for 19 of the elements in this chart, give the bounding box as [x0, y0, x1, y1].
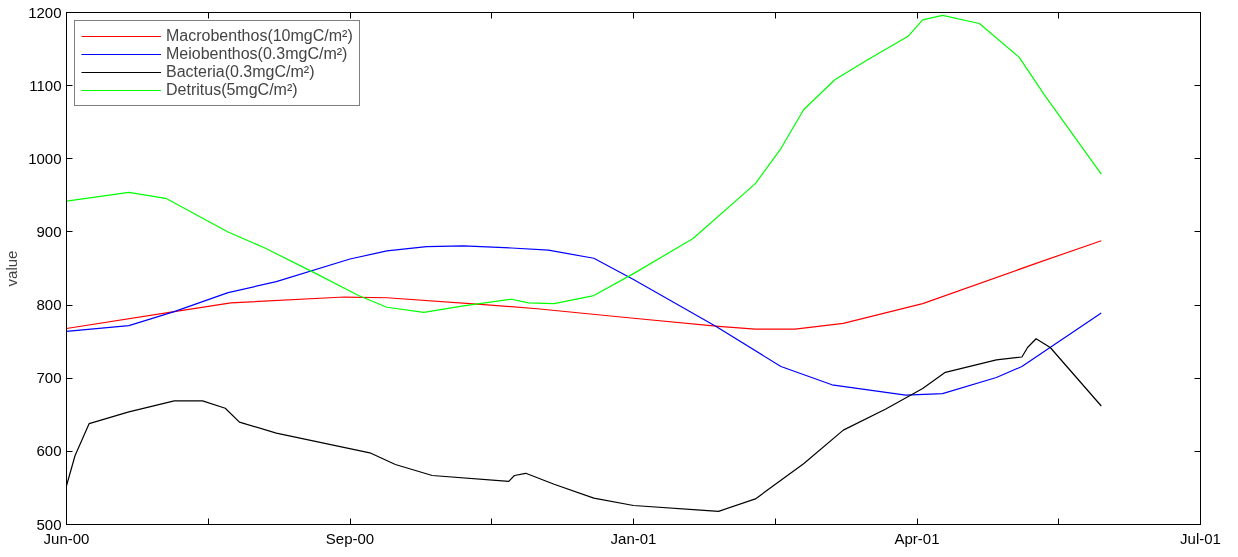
- line-series: [66, 14, 1102, 313]
- legend-label: Detritus(5mgC/m²): [166, 81, 298, 99]
- legend-label: Meiobenthos(0.3mgC/m²): [166, 45, 348, 63]
- y-tick-label: 1000: [28, 149, 62, 167]
- line-series: [66, 245, 1102, 396]
- y-axis-title: value: [3, 250, 21, 287]
- y-tick-label: 600: [36, 442, 62, 460]
- legend-label: Macrobenthos(10mgC/m²): [166, 27, 353, 45]
- y-tick-label: 900: [36, 222, 62, 240]
- x-tick-label: Sep-00: [325, 529, 375, 547]
- legend-label: Bacteria(0.3mgC/m²): [166, 63, 315, 81]
- y-tick-label: 800: [36, 296, 62, 314]
- y-tick-label: 700: [36, 369, 62, 387]
- y-tick-label: 1200: [28, 3, 62, 21]
- x-tick-label: Jan-01: [610, 529, 657, 547]
- x-tick-label: Jul-01: [1180, 529, 1221, 547]
- y-tick-label: 1100: [29, 76, 62, 94]
- x-tick-label: Apr-01: [894, 529, 940, 547]
- line-series: [66, 240, 1102, 330]
